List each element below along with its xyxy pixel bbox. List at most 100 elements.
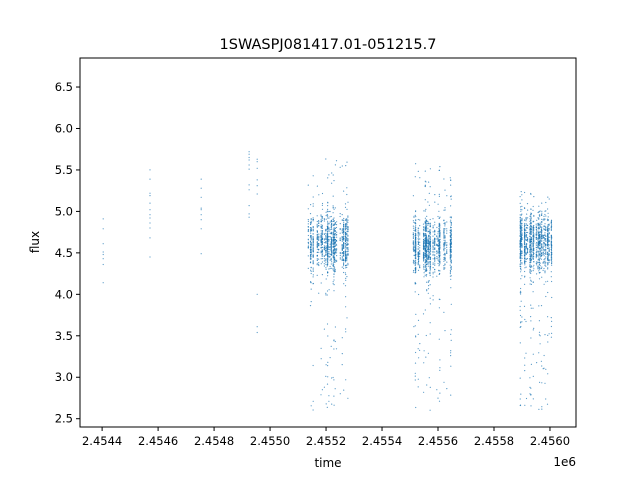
- data-point: [542, 253, 544, 255]
- data-point: [341, 237, 343, 239]
- data-point: [316, 240, 318, 242]
- data-point: [345, 296, 347, 298]
- data-point: [326, 213, 328, 216]
- data-point: [343, 246, 345, 248]
- data-point: [519, 218, 521, 220]
- data-point: [321, 232, 323, 234]
- data-point: [524, 262, 526, 264]
- data-point: [316, 226, 318, 228]
- data-point: [443, 233, 445, 235]
- data-point: [345, 223, 347, 226]
- data-point: [327, 365, 329, 367]
- data-point: [537, 254, 539, 256]
- data-point: [346, 221, 348, 223]
- data-point: [331, 240, 333, 242]
- data-point: [321, 224, 323, 226]
- data-point: [520, 278, 522, 280]
- data-point: [425, 219, 427, 221]
- data-point: [310, 405, 312, 407]
- data-point: [426, 215, 428, 217]
- data-point: [327, 227, 329, 229]
- data-point: [418, 293, 420, 296]
- data-point: [415, 237, 417, 239]
- data-point: [200, 209, 202, 211]
- data-point: [422, 252, 425, 254]
- data-point: [538, 331, 541, 333]
- data-point: [330, 245, 332, 247]
- data-point: [422, 255, 425, 257]
- data-point: [412, 195, 414, 197]
- data-point: [532, 205, 534, 208]
- data-point: [520, 262, 522, 264]
- data-point: [425, 246, 427, 248]
- data-point: [530, 216, 532, 219]
- x-axis-ticks: 2.4544 2.4546 2.4548 2.4550 2.4552 2.4554 2.45…: [82, 427, 570, 448]
- data-point: [327, 229, 329, 231]
- data-point: [415, 247, 417, 250]
- x-tick-label: 2.4560: [530, 434, 570, 448]
- data-point: [307, 243, 310, 245]
- data-point: [332, 218, 334, 220]
- data-point: [426, 237, 428, 239]
- data-point: [329, 256, 331, 258]
- data-point: [544, 264, 546, 267]
- data-point: [529, 245, 531, 247]
- data-point: [427, 253, 429, 255]
- data-point: [520, 214, 522, 216]
- data-point: [520, 206, 522, 208]
- data-point: [415, 226, 417, 228]
- data-point: [525, 217, 527, 219]
- data-point: [419, 247, 421, 249]
- data-point: [519, 202, 521, 204]
- data-point: [520, 256, 522, 258]
- data-point: [526, 213, 528, 215]
- data-point: [417, 319, 420, 321]
- data-point: [550, 238, 553, 240]
- data-point: [343, 254, 345, 256]
- data-point: [346, 222, 348, 225]
- data-point: [418, 357, 420, 359]
- data-point: [444, 254, 446, 256]
- data-point: [334, 207, 336, 209]
- data-point: [316, 215, 318, 217]
- data-point: [535, 225, 537, 227]
- data-point: [346, 231, 348, 233]
- data-point: [102, 243, 104, 245]
- data-point: [432, 258, 434, 260]
- data-point: [424, 260, 426, 262]
- data-point: [529, 393, 531, 395]
- data-point: [429, 238, 431, 241]
- data-point: [446, 221, 448, 223]
- data-point: [345, 165, 347, 167]
- data-point: [544, 270, 546, 272]
- data-point: [450, 261, 452, 263]
- data-point: [533, 224, 535, 227]
- data-point: [320, 263, 322, 265]
- data-point: [330, 257, 332, 259]
- data-point: [256, 158, 258, 160]
- data-point: [343, 260, 345, 262]
- data-point: [333, 208, 335, 210]
- y-tick-label: 2.5: [55, 412, 73, 426]
- data-point: [330, 244, 332, 246]
- data-point: [334, 248, 336, 250]
- data-point: [312, 253, 314, 255]
- data-point: [547, 246, 549, 248]
- data-point: [415, 216, 417, 218]
- data-point: [415, 236, 417, 238]
- data-point: [415, 258, 417, 260]
- data-point: [551, 249, 553, 252]
- data-point: [412, 237, 414, 240]
- data-point: [532, 270, 534, 272]
- data-point: [450, 350, 452, 352]
- data-point: [443, 209, 445, 211]
- data-point: [331, 225, 333, 227]
- data-point: [333, 348, 335, 350]
- data-point: [548, 244, 550, 246]
- data-point: [325, 292, 327, 294]
- data-point: [550, 228, 553, 230]
- data-point: [521, 246, 523, 249]
- data-point: [429, 233, 431, 235]
- data-point: [329, 249, 331, 251]
- data-point: [310, 236, 312, 239]
